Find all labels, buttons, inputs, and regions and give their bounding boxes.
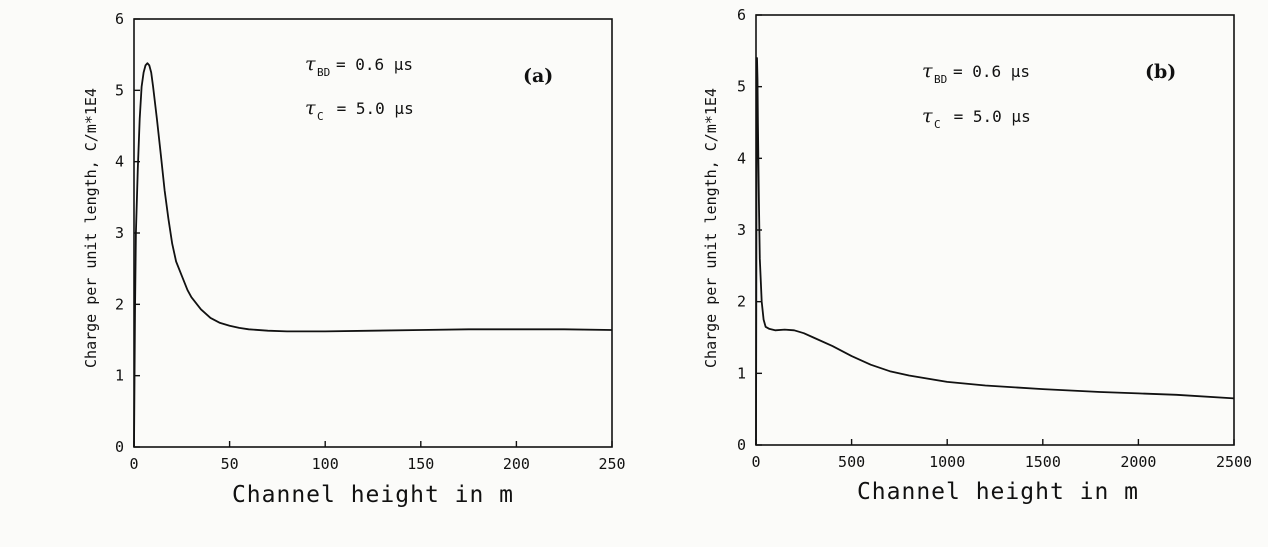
annotation-symbol: τ xyxy=(922,60,933,82)
annotation-subscript: BD xyxy=(934,73,947,86)
annotation-value: = 5.0 µs xyxy=(944,107,1031,126)
x-axis-label: Channel height in m xyxy=(232,482,514,508)
annotation-value: = 5.0 µs xyxy=(327,99,414,118)
y-tick-label: 6 xyxy=(737,6,746,24)
y-tick-label: 0 xyxy=(115,438,124,456)
y-tick-label: 5 xyxy=(115,81,124,99)
x-ticks: 0 500 1000 1500 2000 2500 xyxy=(751,439,1252,471)
y-tick-label: 1 xyxy=(737,364,746,382)
series-line xyxy=(755,57,1235,446)
annotation-subscript: C xyxy=(317,110,324,123)
y-tick-label: 2 xyxy=(737,293,746,311)
y-tick-label: 0 xyxy=(737,436,746,454)
annotation-tau-bd: τ BD = 0.6 µs xyxy=(305,53,413,79)
panel-label: (b) xyxy=(1145,61,1176,83)
x-tick-label: 1000 xyxy=(929,453,965,471)
y-tick-label: 2 xyxy=(115,295,124,313)
annotation-value: = 0.6 µs xyxy=(336,55,413,74)
annotation-symbol: τ xyxy=(305,97,316,119)
y-ticks: 0 1 2 3 4 5 6 xyxy=(737,6,762,454)
x-tick-label: 150 xyxy=(407,455,434,473)
x-tick-label: 100 xyxy=(312,455,339,473)
y-tick-label: 3 xyxy=(115,224,124,242)
y-axis-label: Charge per unit length, C/m*1E4 xyxy=(702,88,720,368)
series-line xyxy=(133,62,613,448)
x-tick-label: 0 xyxy=(751,453,760,471)
annotation-symbol: τ xyxy=(922,105,933,127)
y-tick-label: 4 xyxy=(737,149,746,167)
x-tick-label: 50 xyxy=(221,455,239,473)
x-tick-label: 2500 xyxy=(1216,453,1252,471)
chart-panel-a: 0 50 100 150 200 250 0 1 2 3 4 5 6 Channel height i… xyxy=(82,10,626,508)
x-tick-label: 1500 xyxy=(1025,453,1061,471)
annotation-tau-bd: τ BD = 0.6 µs xyxy=(922,60,1030,86)
x-tick-label: 0 xyxy=(129,455,138,473)
chart-panel-b: 0 500 1000 1500 2000 2500 0 1 2 3 4 5 6 Channel hei… xyxy=(702,6,1252,505)
annotation-subscript: C xyxy=(934,118,941,131)
annotation-tau-c: τ C = 5.0 µs xyxy=(922,105,1031,131)
annotation-value: = 0.6 µs xyxy=(953,62,1030,81)
y-tick-label: 1 xyxy=(115,367,124,385)
y-tick-label: 4 xyxy=(115,153,124,171)
y-tick-label: 5 xyxy=(737,78,746,96)
annotation-tau-c: τ C = 5.0 µs xyxy=(305,97,414,123)
panel-label: (a) xyxy=(523,65,553,87)
annotation-subscript: BD xyxy=(317,66,330,79)
x-ticks: 0 50 100 150 200 250 xyxy=(129,441,626,473)
y-tick-label: 3 xyxy=(737,221,746,239)
x-axis-label: Channel height in m xyxy=(857,479,1139,505)
x-tick-label: 200 xyxy=(503,455,530,473)
x-tick-label: 250 xyxy=(598,455,625,473)
y-tick-label: 6 xyxy=(115,10,124,28)
annotation-symbol: τ xyxy=(305,53,316,75)
x-tick-label: 500 xyxy=(838,453,865,471)
y-axis-label: Charge per unit length, C/m*1E4 xyxy=(82,88,100,368)
x-tick-label: 2000 xyxy=(1120,453,1156,471)
